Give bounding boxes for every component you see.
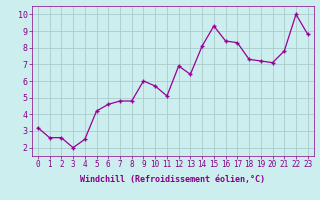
X-axis label: Windchill (Refroidissement éolien,°C): Windchill (Refroidissement éolien,°C) [80, 175, 265, 184]
